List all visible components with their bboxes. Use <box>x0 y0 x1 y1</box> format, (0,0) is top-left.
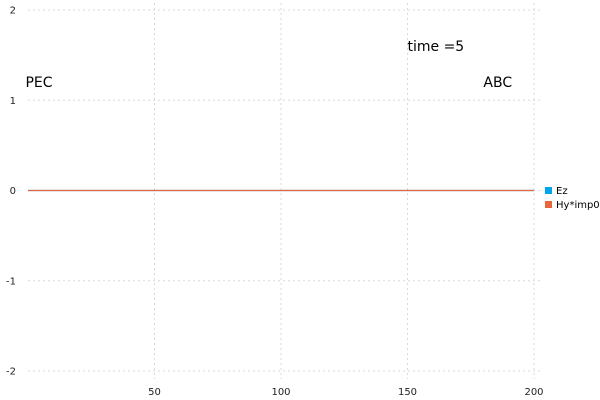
legend-label: Hy*imp0 <box>556 200 600 211</box>
x-axis-tick-labels: 50 100 150 200 <box>148 387 543 398</box>
annotation-label: ABC <box>483 75 512 91</box>
y-tick-label: 0 <box>10 186 16 197</box>
annotation-label: time =5 <box>408 39 465 55</box>
y-axis-tick-labels: -2 -1 0 1 2 <box>6 6 16 378</box>
x-tick-label: 200 <box>524 387 543 398</box>
y-tick-label: 1 <box>10 96 16 107</box>
legend-swatch <box>545 201 552 208</box>
annotation-label: PEC <box>25 75 52 91</box>
x-tick-label: 100 <box>271 387 290 398</box>
annotations: time =5 PEC ABC <box>25 39 512 91</box>
x-tick-label: 50 <box>148 387 161 398</box>
legend-swatch <box>545 187 552 194</box>
y-tick-label: -1 <box>6 276 16 287</box>
y-tick-label: 2 <box>10 6 16 17</box>
legend: Ez Hy*imp0 <box>545 186 600 211</box>
legend-label: Ez <box>556 186 568 197</box>
x-tick-label: 150 <box>398 387 417 398</box>
y-tick-label: -2 <box>6 367 16 378</box>
